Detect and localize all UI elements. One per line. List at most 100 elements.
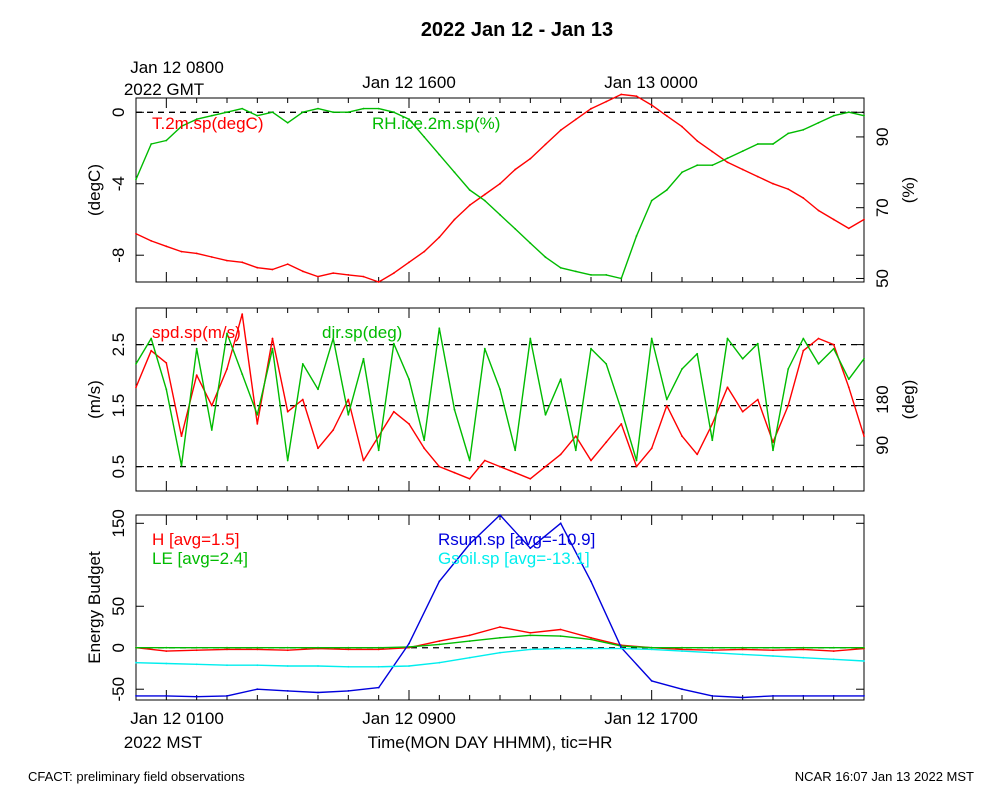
panel-0-ytick-left-label-2: -8 [109, 248, 128, 263]
panel-1-series-1-point-17 [392, 342, 395, 345]
panel-0-series-0-point-29 [574, 118, 577, 121]
footer-right: NCAR 16:07 Jan 13 2022 MST [795, 769, 974, 784]
panel-0-series-0-point-13 [332, 272, 335, 274]
panel-0-series-0-point-0 [135, 232, 137, 235]
panel-1-series-1-point-9 [271, 347, 274, 350]
panel-1-series-1-point-37 [696, 352, 699, 355]
panel-2-ytick-left-label-3: -50 [109, 677, 128, 702]
panel-2-series-0-point-4 [256, 648, 259, 651]
panel-1-series-0-point-27 [544, 465, 547, 468]
panel-0-series-1-point-41 [756, 143, 759, 145]
panel-0-series-1-point-22 [468, 189, 471, 191]
panel-2-series-0-point-3 [226, 648, 228, 651]
panel-1-series-1-point-28 [559, 378, 562, 381]
panel-1-series-1-point-46 [832, 347, 835, 350]
panel-1-series-1-point-18 [408, 378, 410, 381]
panel-2-series-1-point-20 [741, 646, 744, 649]
panel-1-series-0-point-13 [332, 429, 335, 431]
annotation-soil-heat: Gsoil.sp [avg=-13.1] [438, 549, 590, 568]
panel-0-ytick-right-label-2: 50 [873, 269, 892, 288]
panel-1-series-1-point-32 [620, 408, 623, 411]
panel-0-series-0-point-31 [605, 100, 608, 103]
panel-0-series-1-point-12 [317, 107, 319, 110]
panel-0-series-0-point-5 [210, 256, 213, 258]
panel-1-series-1-point-16 [377, 449, 380, 452]
panel-2-series-3-point-2 [195, 663, 198, 666]
panel-1-series-0-point-25 [514, 471, 517, 474]
panel-1-series-0-point-21 [453, 471, 456, 474]
top-axis-label-2: Jan 13 0000 [604, 73, 698, 92]
panel-1-series-1-point-27 [544, 413, 547, 416]
panel-2-series-2-point-24 [863, 695, 865, 697]
panel-0-series-0-point-23 [483, 193, 486, 196]
panel-1-series-0-point-44 [802, 349, 805, 352]
panel-0-series-1-point-31 [605, 274, 608, 276]
panel-2-series-3-point-17 [650, 648, 653, 651]
panel-0-series-0-point-21 [453, 218, 456, 221]
panel-0-series-0-point-48 [863, 218, 865, 221]
panel-0-series-1-point-32 [620, 277, 623, 280]
panel-0-ytick-left-label-0: 0 [109, 108, 128, 117]
panel-2-series-2-point-13 [529, 547, 532, 550]
panel-0-series-1-point-43 [787, 132, 790, 135]
panel-1-series-0-point-10 [286, 410, 289, 413]
panel-2-series-3-point-18 [681, 650, 683, 652]
panel-0-series-0-point-38 [711, 150, 714, 153]
panel-2-series-3-line [135, 647, 865, 668]
annotation-sensible-heat: H [avg=1.5] [152, 530, 239, 549]
panel-2-series-2-point-4 [256, 688, 259, 691]
panel-0-series-0-point-18 [408, 261, 410, 264]
panel-0-series-0-point-10 [286, 263, 289, 265]
panel-2-series-0-point-15 [590, 636, 592, 639]
panel-1-series-0-point-36 [681, 435, 683, 437]
annotation-latent-heat: LE [avg=2.4] [152, 549, 248, 568]
panel-1-series-1-point-39 [726, 337, 729, 340]
panel-1-series-0-point-19 [423, 447, 426, 450]
panel-2-series-1-point-15 [590, 638, 592, 641]
panel-0-series-1-point-17 [392, 111, 395, 114]
panel-2-series-3-point-13 [529, 648, 532, 651]
panel-0-ytick-right-label-0: 90 [873, 127, 892, 146]
panel-2-series-1-point-21 [772, 646, 774, 649]
panel-0-series-1-point-7 [241, 107, 244, 110]
panel-1-series-1-point-31 [605, 363, 608, 365]
panel-0-series-0-point-41 [756, 175, 759, 178]
panel-2-series-3-point-20 [741, 653, 744, 656]
top-axis-label-1: Jan 12 1600 [362, 73, 456, 92]
panel-1-right-axis-label: (deg) [899, 380, 918, 420]
panel-0-series-1-point-14 [347, 111, 350, 114]
panel-0-series-0-point-44 [802, 197, 805, 199]
panel-0-series-0-point-28 [559, 129, 562, 132]
panel-1-series-1-point-33 [635, 459, 638, 462]
panel-2-series-1-point-17 [650, 646, 653, 649]
panel-0-series-1-point-2 [165, 139, 168, 142]
panel-0-series-1-point-26 [529, 242, 532, 245]
bottom-axis-label-2: Jan 12 1700 [604, 709, 698, 728]
panel-1-series-0-point-39 [726, 386, 729, 389]
panel-2-series-2-point-0 [135, 695, 137, 697]
panel-2-series-2-point-7 [347, 690, 350, 692]
panel-0-series-1-point-35 [665, 189, 668, 191]
panel-0-series-0-point-6 [226, 259, 228, 262]
panel-1-series-0-point-17 [392, 410, 395, 413]
panel-0-series-1-point-28 [559, 266, 562, 269]
panel-1-series-1-point-20 [438, 327, 441, 330]
panel-1-series-1-point-2 [165, 388, 168, 391]
panel-0-series-0-point-27 [544, 143, 547, 146]
panel-2-series-1-point-24 [863, 646, 865, 649]
bottom-axis-label-0: Jan 12 0100 [130, 709, 224, 728]
panel-0-series-1-point-8 [256, 114, 259, 117]
panel-2-series-3-point-19 [711, 651, 714, 654]
panel-1-series-1-point-47 [847, 378, 850, 381]
panel-2-series-1-point-13 [529, 634, 532, 637]
panel-1-series-0-point-5 [210, 404, 213, 407]
panel-1-series-0-point-11 [301, 398, 304, 401]
panel-2-series-1-point-19 [711, 646, 714, 649]
panel-2-series-2-point-21 [772, 695, 774, 697]
panel-1-series-1-point-42 [772, 449, 774, 452]
panel-1-series-0-point-32 [620, 423, 623, 425]
panel-0-series-1-point-3 [180, 125, 183, 128]
panel-0-series-0-point-15 [362, 275, 365, 278]
panel-2-series-0-point-12 [499, 626, 501, 628]
panel-2-series-2-point-2 [195, 695, 198, 698]
